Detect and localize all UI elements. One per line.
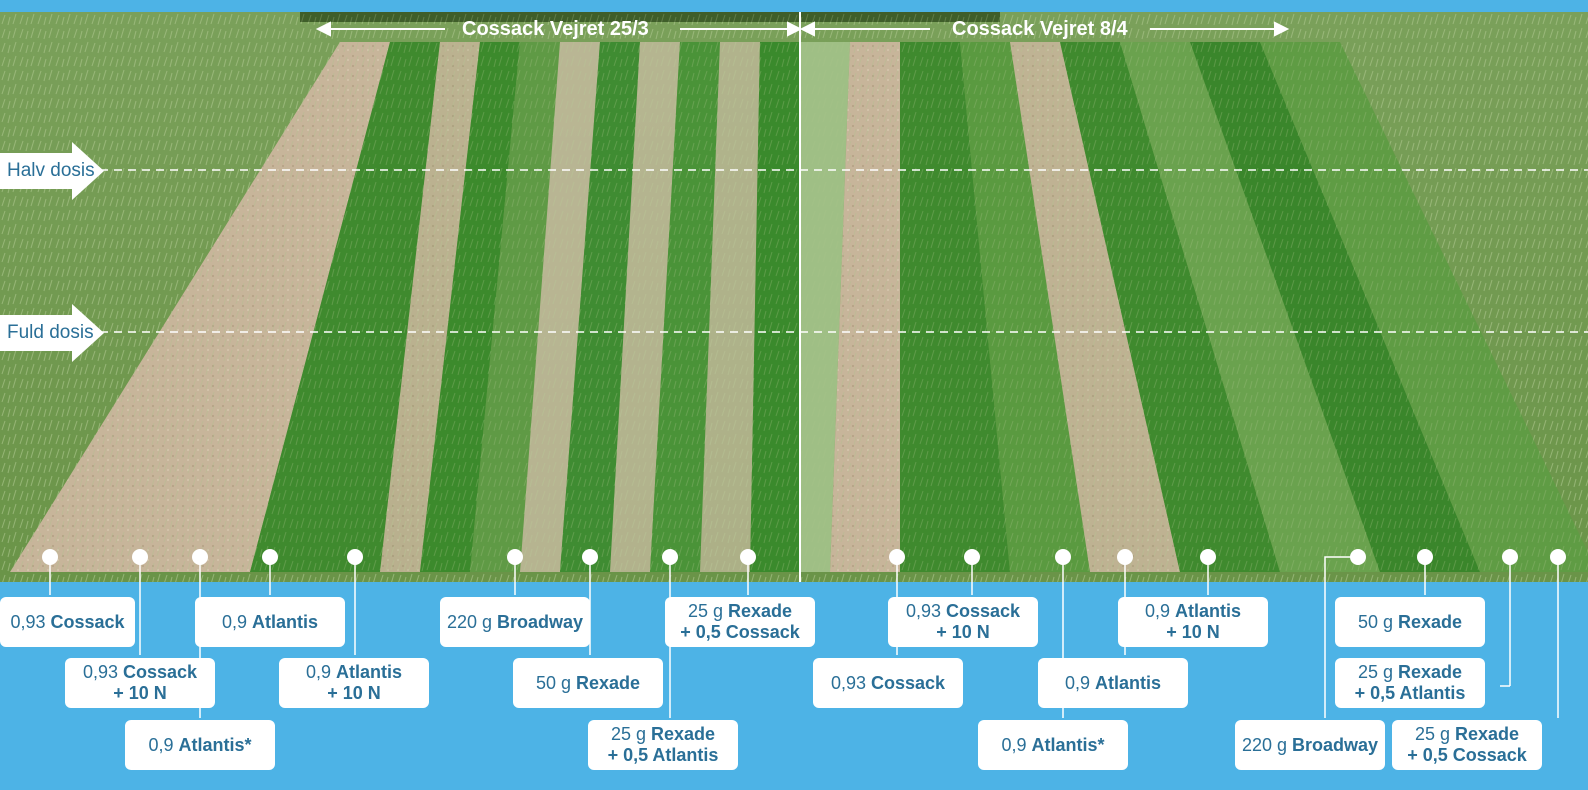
plot-dot (1417, 549, 1433, 565)
plot-dot (662, 549, 678, 565)
treatment-label: 50 g Rexade (513, 658, 663, 708)
plot-dot (964, 549, 980, 565)
plot-dot (507, 549, 523, 565)
plot-dot (1117, 549, 1133, 565)
treatment-label: 50 g Rexade (1335, 597, 1485, 647)
plot-dot (192, 549, 208, 565)
half-dose-marker: Halv dosis (0, 142, 104, 200)
plot-dot (132, 549, 148, 565)
treatment-label: 25 g Rexade + 0,5 Atlantis (588, 720, 738, 770)
full-dose-label: Fuld dosis (7, 322, 94, 343)
plot-dot (262, 549, 278, 565)
plot-dot (1502, 549, 1518, 565)
treatment-label: 0,9 Atlantis (1038, 658, 1188, 708)
plot-dot (582, 549, 598, 565)
plot-dot (1550, 549, 1566, 565)
treatment-label: 0,9 Atlantis* (125, 720, 275, 770)
treatment-label: 0,9 Atlantis (195, 597, 345, 647)
treatment-label: 0,93 Cossack (813, 658, 963, 708)
plot-dot (42, 549, 58, 565)
plot-dot (1055, 549, 1071, 565)
field-trial-photo (0, 12, 1588, 582)
half-dose-label: Halv dosis (7, 160, 95, 181)
treatment-label: 0,9 Atlantis* (978, 720, 1128, 770)
treatment-label: 220 g Broadway (1235, 720, 1385, 770)
right-block-title: Cossack Vejret 8/4 (952, 18, 1128, 40)
treatment-label: 0,9 Atlantis + 10 N (279, 658, 429, 708)
treatment-label: 25 g Rexade + 0,5 Atlantis (1335, 658, 1485, 708)
treatment-label: 0,93 Cossack (0, 597, 135, 647)
arrow-right-icon (0, 304, 104, 362)
treatment-label: 0,9 Atlantis + 10 N (1118, 597, 1268, 647)
left-block-title: Cossack Vejret 25/3 (462, 18, 649, 40)
treatment-label: 220 g Broadway (440, 597, 590, 647)
arrow-right-block (799, 21, 1290, 37)
treatment-label: 0,93 Cossack + 10 N (888, 597, 1038, 647)
treatment-label: 0,93 Cossack + 10 N (65, 658, 215, 708)
plot-dot (347, 549, 363, 565)
treatment-label: 25 g Rexade + 0,5 Cossack (665, 597, 815, 647)
treatment-label: 25 g Rexade + 0,5 Cossack (1392, 720, 1542, 770)
plot-dot (740, 549, 756, 565)
plot-dot (1350, 549, 1366, 565)
arrow-right-icon (0, 142, 104, 200)
arrow-left-block (315, 21, 803, 37)
plot-dot (1200, 549, 1216, 565)
full-dose-marker: Fuld dosis (0, 304, 104, 362)
plot-dot (889, 549, 905, 565)
